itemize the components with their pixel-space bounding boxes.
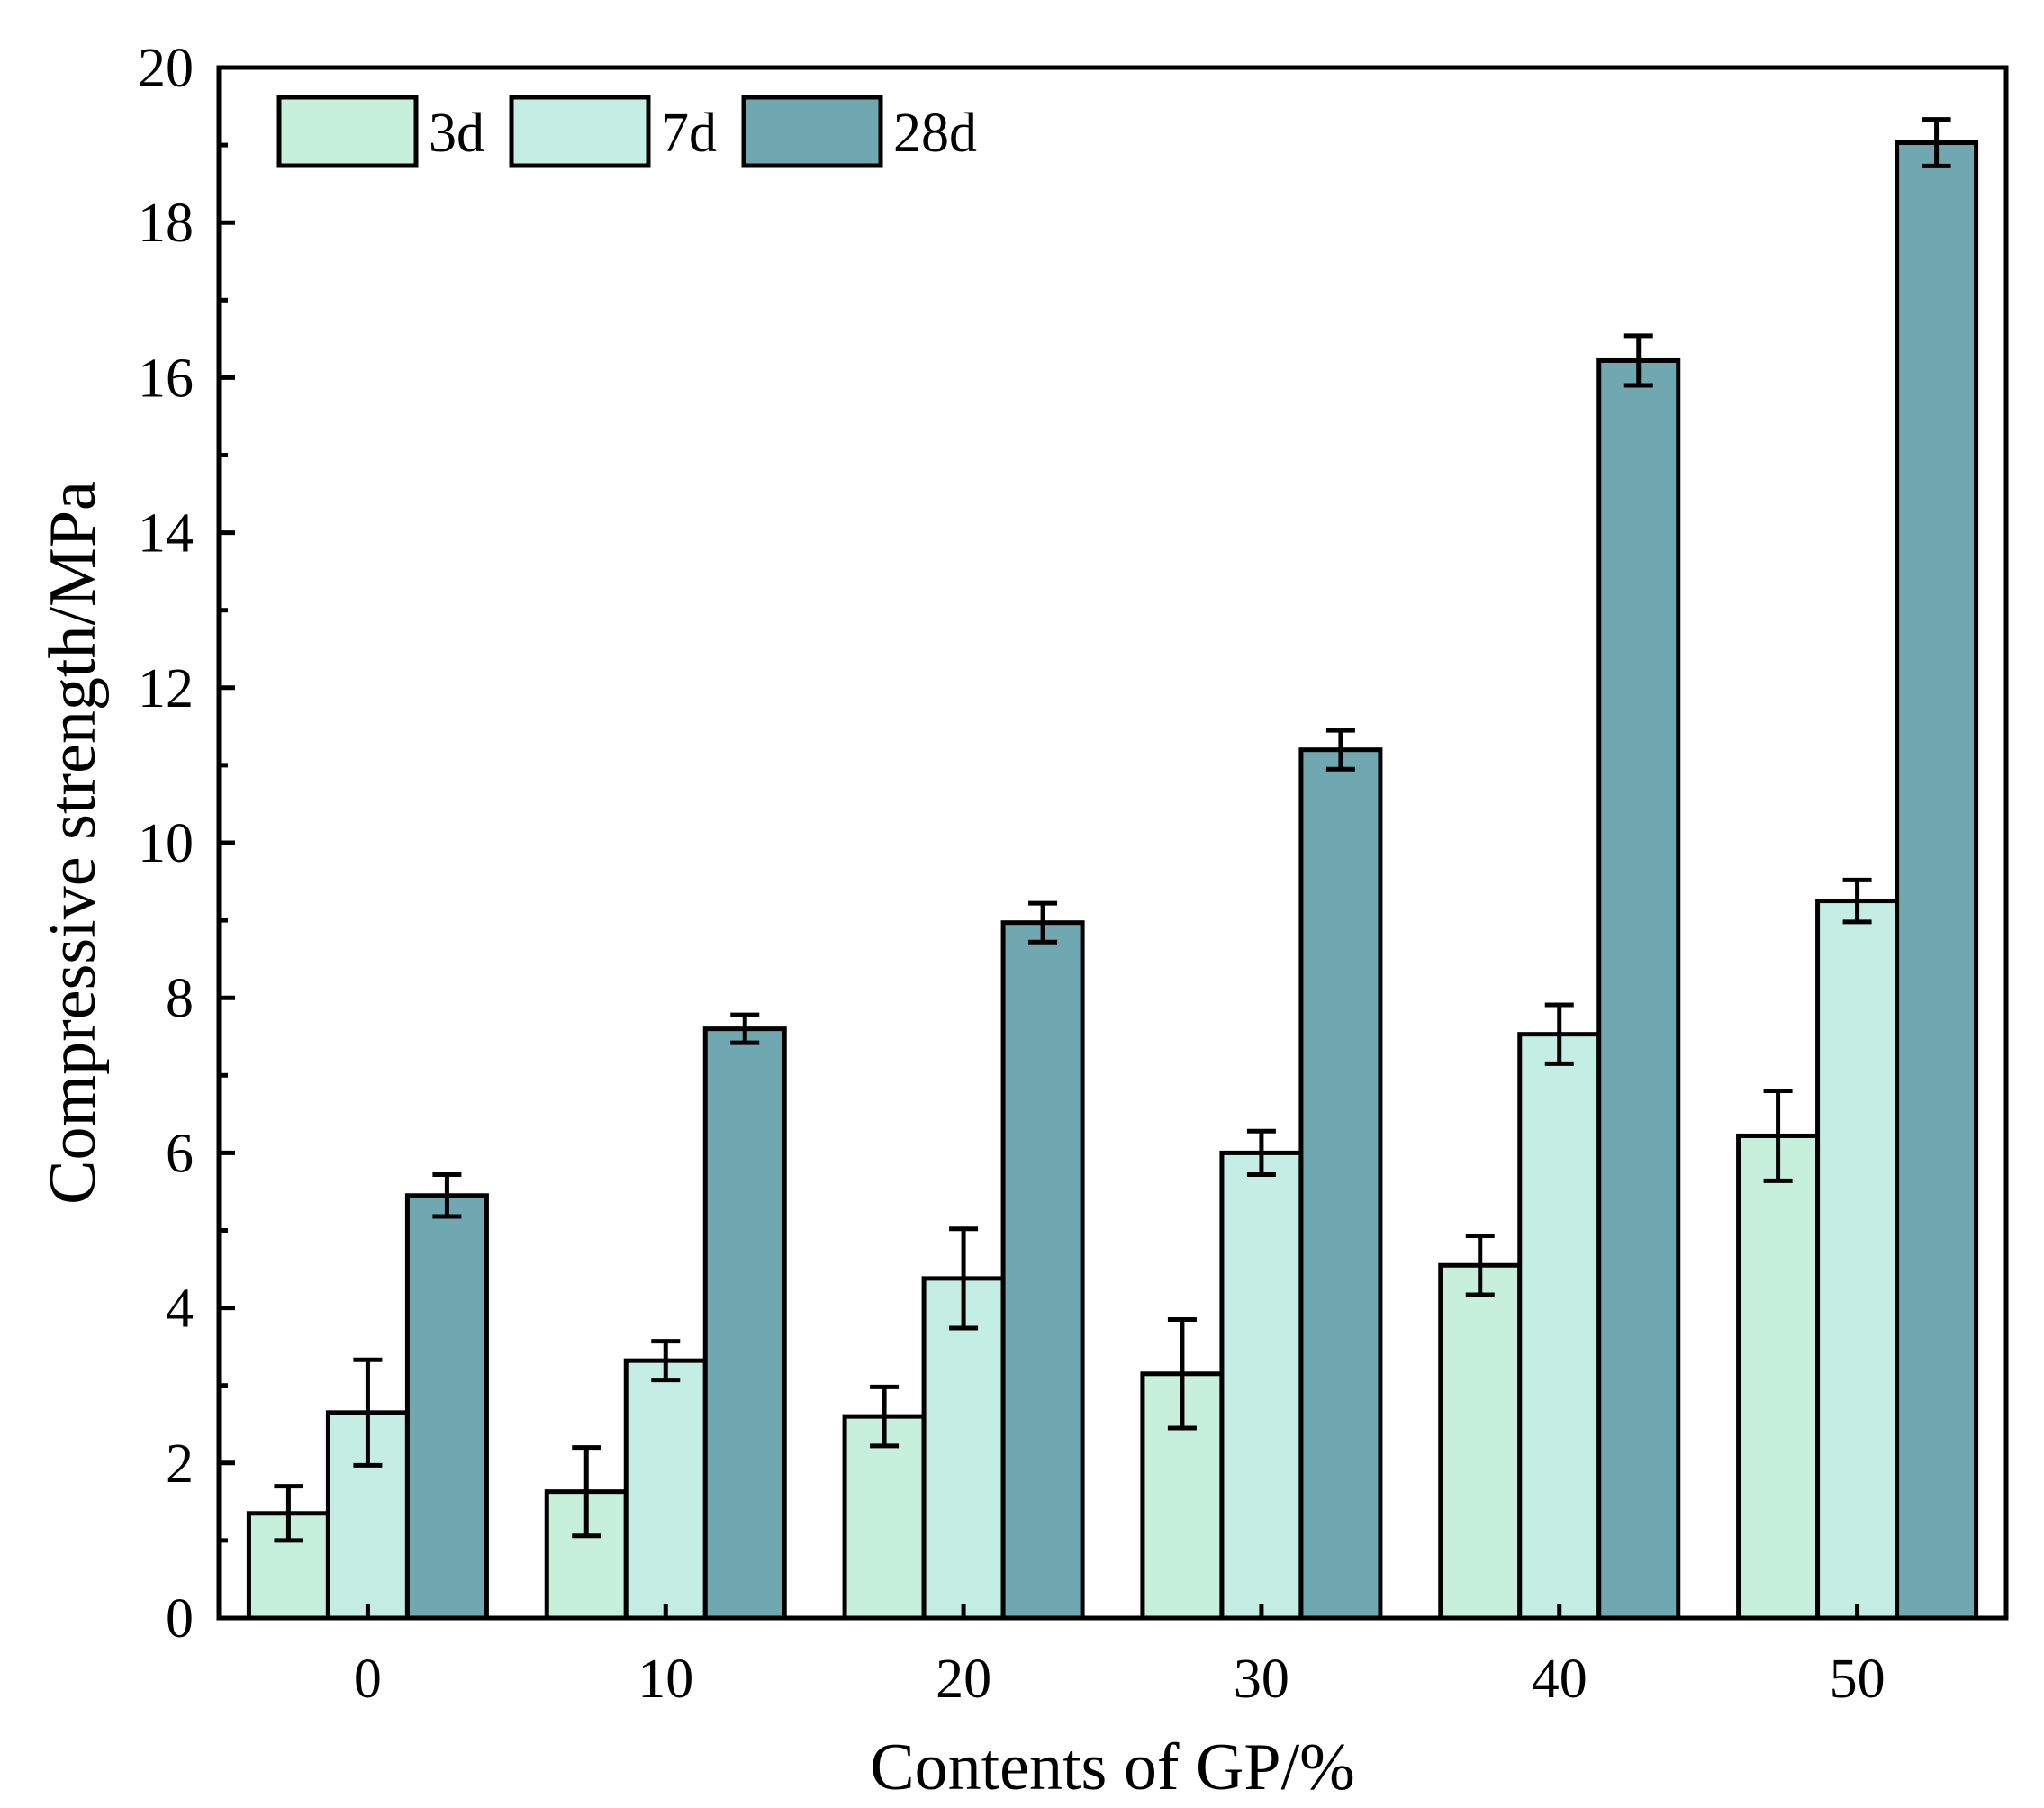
bar-28d-10	[702, 1026, 787, 1621]
bar-3d-40	[1438, 1262, 1523, 1621]
error-bars-layer	[274, 117, 1951, 1543]
legend-swatch	[741, 95, 883, 168]
y-tick-label: 2	[166, 1433, 194, 1495]
x-tick-label: 50	[1830, 1649, 1886, 1710]
error-bar-7d-30	[1246, 1128, 1276, 1178]
y-tick-label: 12	[138, 658, 194, 719]
legend-label: 28d	[893, 103, 977, 164]
error-bar-28d-50	[1922, 117, 1951, 168]
y-tick-label: 0	[166, 1588, 194, 1650]
bar-3d-50	[1736, 1133, 1821, 1621]
error-bar-28d-40	[1623, 333, 1653, 388]
error-bar-3d-10	[572, 1445, 601, 1539]
axes-layer: 0 2 4 6 8 10 12 14 16 18 20 0 10 20 30 40 50	[138, 38, 2009, 1710]
y-axis-title: Compressive strength/MPa	[36, 481, 110, 1205]
legend-swatch	[509, 95, 651, 168]
bar-7d-30	[1219, 1150, 1304, 1621]
y-tick-label: 14	[138, 503, 194, 565]
bar-28d-20	[1000, 920, 1085, 1621]
error-bar-7d-50	[1842, 877, 1872, 925]
error-bar-3d-50	[1763, 1089, 1793, 1183]
y-tick-label: 6	[166, 1123, 194, 1184]
legend-label: 3d	[429, 103, 484, 164]
bar-28d-50	[1895, 140, 1979, 1621]
error-bar-7d-10	[651, 1339, 681, 1383]
bars-layer	[246, 140, 1979, 1621]
legend-swatch	[276, 95, 419, 168]
bar-28d-40	[1596, 357, 1681, 1621]
y-tick-label: 18	[138, 193, 194, 254]
bar-7d-20	[921, 1276, 1006, 1621]
bar-7d-10	[623, 1358, 708, 1621]
error-bar-28d-10	[730, 1012, 760, 1045]
error-bar-3d-20	[870, 1384, 900, 1449]
error-bar-28d-0	[432, 1172, 462, 1219]
y-tick-label: 16	[138, 348, 194, 409]
bar-7d-50	[1815, 899, 1900, 1621]
error-bar-7d-0	[353, 1357, 383, 1468]
bar-28d-30	[1298, 747, 1383, 1621]
y-tick-label: 20	[138, 38, 194, 99]
error-bar-28d-20	[1028, 900, 1058, 945]
x-tick-label: 20	[936, 1649, 991, 1710]
legend-item-28d: 28d	[741, 95, 977, 168]
error-bar-3d-40	[1465, 1234, 1495, 1297]
x-axis-title: Contents of GP/%	[870, 1731, 1355, 1804]
y-tick-label: 4	[166, 1279, 194, 1340]
error-bar-3d-0	[274, 1484, 303, 1543]
y-tick-label: 8	[166, 968, 194, 1029]
legend-item-3d: 3d	[276, 95, 484, 168]
error-bar-3d-30	[1167, 1317, 1197, 1431]
x-tick-label: 0	[354, 1649, 382, 1710]
y-tick-label: 10	[138, 813, 194, 874]
error-bar-7d-20	[949, 1226, 979, 1331]
x-tick-label: 40	[1532, 1649, 1587, 1710]
error-bar-28d-30	[1325, 728, 1355, 772]
x-tick-label: 10	[638, 1649, 693, 1710]
error-bar-7d-40	[1544, 1002, 1574, 1066]
bar-28d-0	[404, 1193, 489, 1621]
legend: 3d 7d 28d	[276, 95, 977, 168]
x-tick-label: 30	[1234, 1649, 1289, 1710]
bar-7d-40	[1517, 1032, 1602, 1621]
legend-item-7d: 7d	[509, 95, 717, 168]
legend-label: 7d	[661, 103, 717, 164]
